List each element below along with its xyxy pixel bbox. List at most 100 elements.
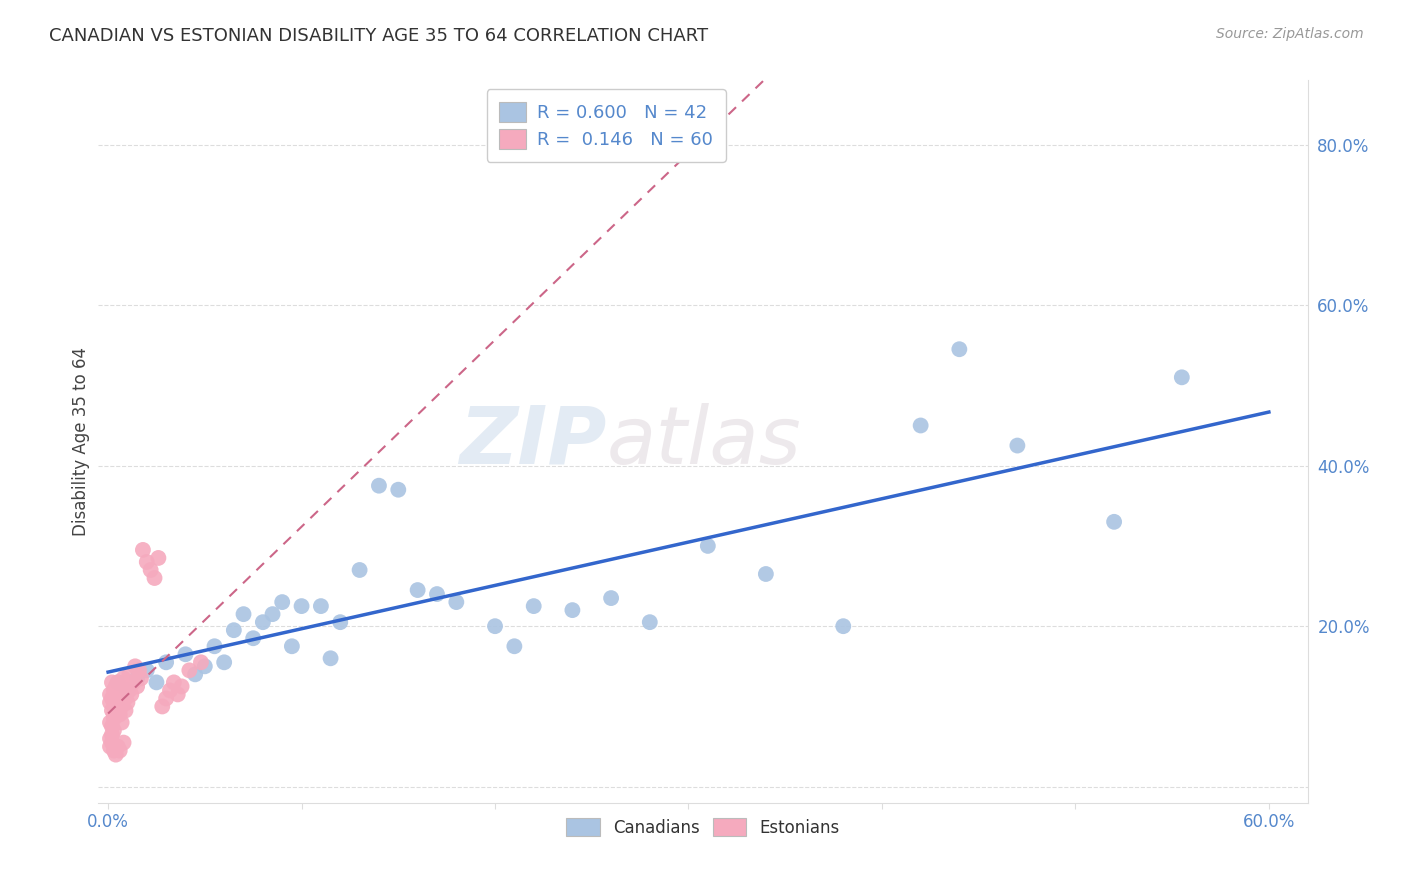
Point — [194, 659, 217, 673]
Point — [101, 728, 124, 742]
Point — [101, 675, 124, 690]
Point — [118, 667, 141, 681]
Point — [114, 703, 136, 717]
Point — [108, 744, 131, 758]
Point — [127, 671, 149, 685]
Point — [120, 687, 142, 701]
Point — [262, 607, 284, 621]
Point — [118, 683, 141, 698]
Point — [1102, 515, 1125, 529]
Y-axis label: Disability Age 35 to 64: Disability Age 35 to 64 — [72, 347, 90, 536]
Point — [117, 680, 139, 694]
Point — [145, 675, 167, 690]
Point — [329, 615, 352, 630]
Point — [107, 703, 129, 717]
Point — [111, 699, 134, 714]
Point — [107, 675, 129, 690]
Text: Source: ZipAtlas.com: Source: ZipAtlas.com — [1216, 27, 1364, 41]
Point — [107, 739, 129, 754]
Point — [127, 680, 149, 694]
Point — [112, 735, 135, 749]
Point — [108, 696, 131, 710]
Point — [242, 632, 264, 646]
Point — [600, 591, 623, 606]
Point — [98, 687, 121, 701]
Point — [103, 712, 125, 726]
Point — [948, 342, 970, 356]
Point — [204, 639, 226, 653]
Point — [184, 667, 207, 681]
Point — [155, 655, 177, 669]
Point — [112, 671, 135, 685]
Point — [150, 699, 173, 714]
Point — [117, 696, 139, 710]
Point — [101, 735, 124, 749]
Point — [104, 687, 127, 701]
Point — [143, 571, 166, 585]
Point — [349, 563, 371, 577]
Text: ZIP: ZIP — [458, 402, 606, 481]
Point — [319, 651, 342, 665]
Legend: Canadians, Estonians: Canadians, Estonians — [558, 810, 848, 845]
Point — [1171, 370, 1194, 384]
Point — [135, 664, 157, 678]
Point — [103, 744, 125, 758]
Point — [101, 703, 124, 717]
Point — [309, 599, 332, 614]
Point — [170, 680, 193, 694]
Point — [104, 680, 127, 694]
Point — [129, 671, 152, 685]
Point — [174, 648, 197, 662]
Point — [98, 739, 121, 754]
Point — [446, 595, 468, 609]
Point — [114, 691, 136, 706]
Point — [638, 615, 661, 630]
Point — [368, 478, 391, 492]
Point — [104, 703, 127, 717]
Point — [98, 731, 121, 746]
Point — [222, 623, 245, 637]
Point — [523, 599, 546, 614]
Point — [108, 707, 131, 722]
Point — [135, 555, 157, 569]
Point — [755, 567, 778, 582]
Point — [910, 418, 932, 433]
Point — [281, 639, 304, 653]
Point — [103, 723, 125, 738]
Point — [122, 675, 145, 690]
Point — [111, 715, 134, 730]
Point — [148, 551, 170, 566]
Point — [503, 639, 526, 653]
Point — [108, 680, 131, 694]
Point — [103, 699, 125, 714]
Point — [112, 687, 135, 701]
Point — [484, 619, 506, 633]
Point — [107, 675, 129, 690]
Point — [103, 707, 125, 722]
Point — [159, 683, 181, 698]
Point — [290, 599, 312, 614]
Point — [103, 683, 125, 698]
Point — [426, 587, 449, 601]
Point — [98, 715, 121, 730]
Point — [387, 483, 409, 497]
Point — [107, 691, 129, 706]
Point — [232, 607, 254, 621]
Point — [139, 563, 162, 577]
Point — [271, 595, 294, 609]
Point — [179, 664, 201, 678]
Point — [155, 691, 177, 706]
Point — [190, 655, 212, 669]
Point — [101, 719, 124, 733]
Point — [111, 683, 134, 698]
Point — [696, 539, 718, 553]
Point — [163, 675, 186, 690]
Point — [166, 687, 188, 701]
Point — [561, 603, 583, 617]
Point — [406, 583, 429, 598]
Point — [117, 683, 139, 698]
Point — [252, 615, 274, 630]
Point — [98, 696, 121, 710]
Point — [832, 619, 855, 633]
Point — [101, 691, 124, 706]
